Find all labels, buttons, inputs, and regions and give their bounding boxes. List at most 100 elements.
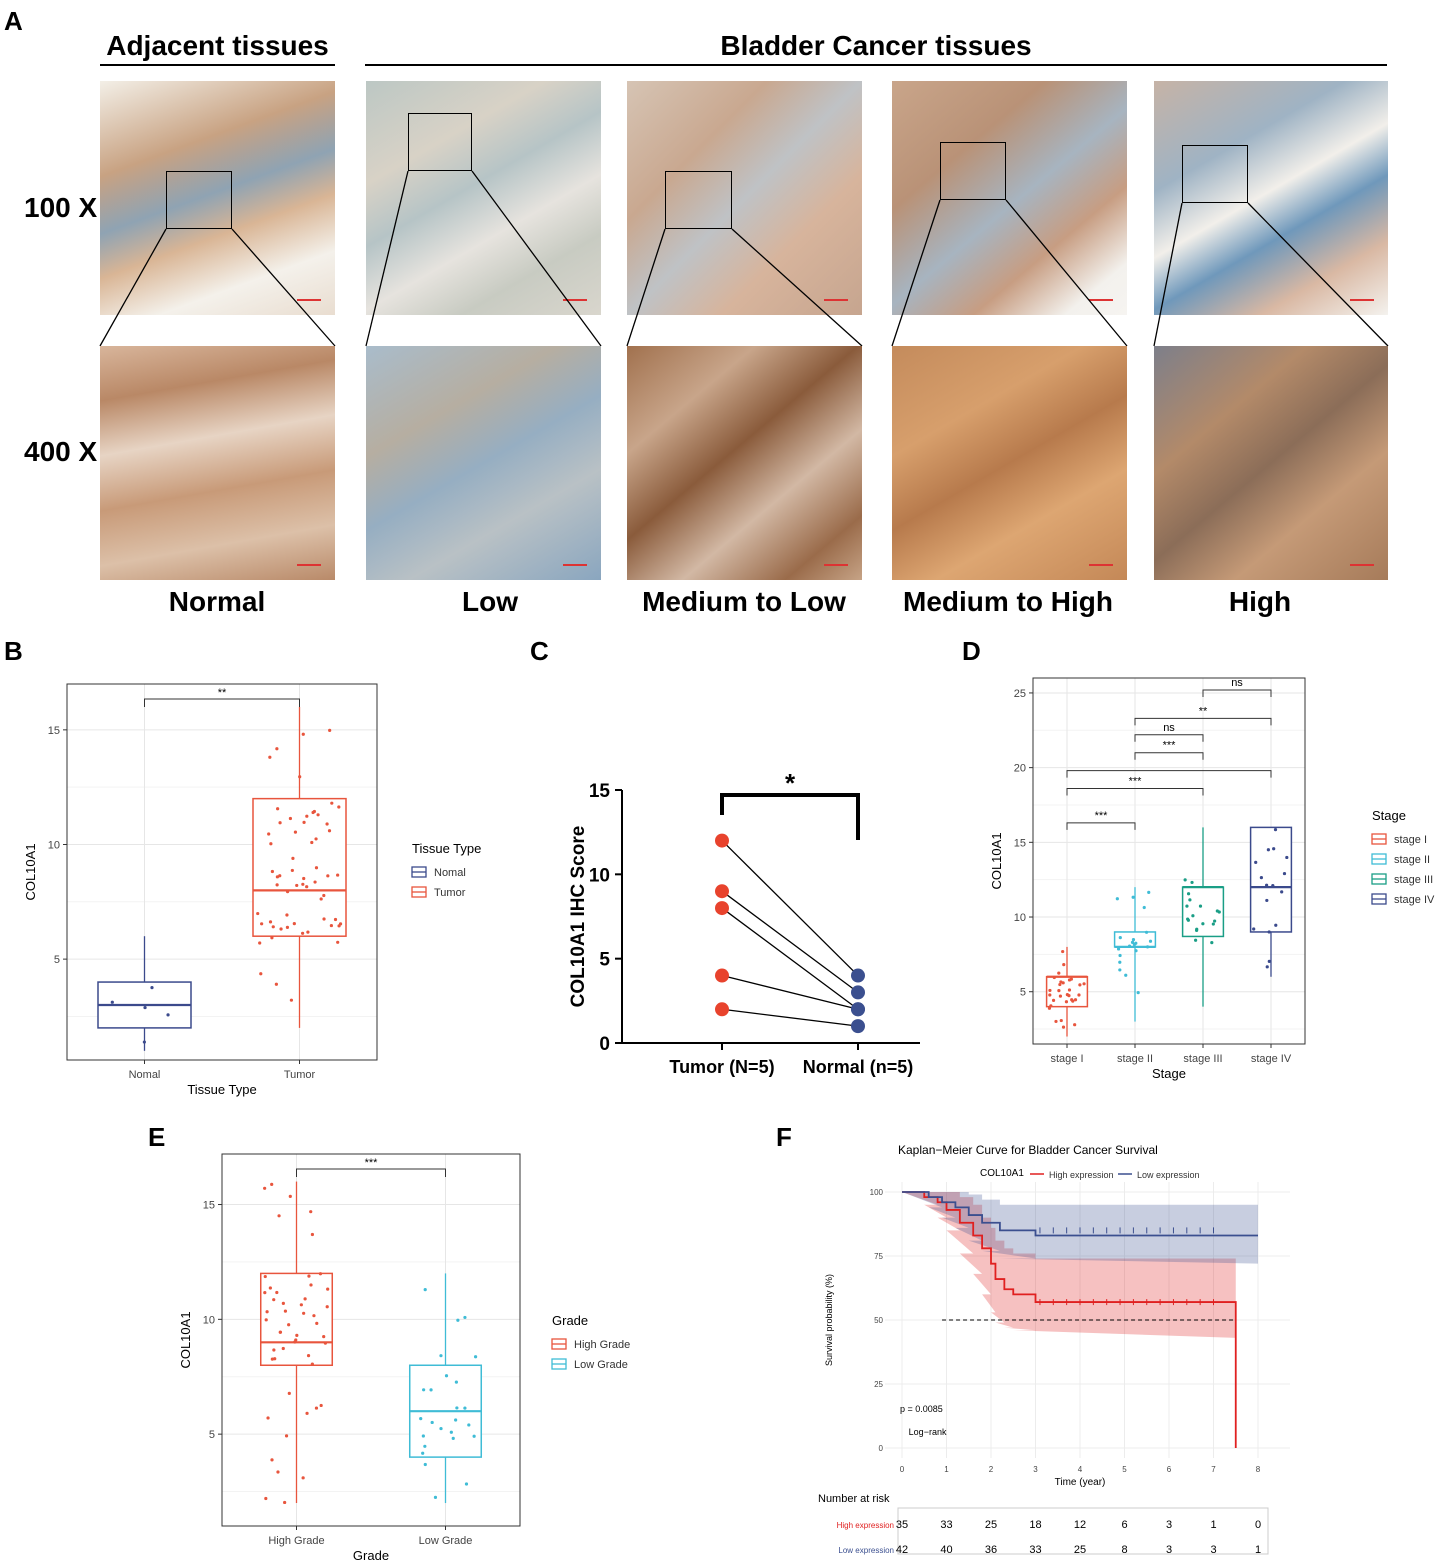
y-tick-label: 20: [1014, 763, 1026, 775]
y-tick-label: 0: [879, 1444, 884, 1453]
data-point: [278, 1330, 282, 1334]
comparison-label: ***: [1163, 740, 1177, 752]
comparison-bracket: [1134, 717, 1272, 726]
tumor-point: [715, 833, 729, 848]
data-point: [310, 840, 314, 845]
survival-curve: [902, 1191, 1237, 1448]
data-point: [1078, 983, 1082, 987]
survival-curve: [902, 1191, 1258, 1237]
data-point: [444, 1374, 449, 1378]
data-point: [423, 1444, 427, 1448]
magnification-label-100x: 100 X: [24, 192, 98, 223]
panel-letter-a: A: [4, 6, 23, 36]
data-point: [316, 813, 320, 817]
pair-line: [721, 1008, 859, 1027]
data-point: [330, 801, 334, 805]
x-axis-label: Tissue Type: [187, 1082, 256, 1097]
data-point: [463, 1315, 467, 1320]
data-point: [1059, 980, 1063, 984]
comparison-label: ***: [1095, 810, 1109, 822]
data-point: [328, 728, 332, 733]
risk-value: 3: [1166, 1519, 1172, 1531]
data-point: [1185, 904, 1189, 908]
data-point: [1069, 977, 1073, 981]
data-point: [263, 1186, 267, 1190]
legend-label: Nomal: [434, 867, 466, 879]
data-point: [1145, 945, 1150, 949]
risk-value: 1: [1255, 1544, 1261, 1556]
caption-medium-to-high: Medium to High: [903, 586, 1113, 617]
y-tick-label: 10: [589, 865, 610, 886]
tumor-point: [715, 901, 729, 916]
data-point: [421, 1434, 425, 1438]
normal-point: [851, 968, 865, 983]
data-point: [1067, 988, 1072, 992]
data-point: [1282, 871, 1287, 876]
risk-value: 3: [1210, 1544, 1216, 1556]
data-point: [336, 873, 340, 877]
box: [1249, 826, 1293, 933]
legend-label: stage II: [1394, 854, 1430, 866]
data-point: [1191, 914, 1195, 918]
data-point: [301, 882, 305, 886]
y-tick-label: 15: [589, 781, 611, 802]
x-axis-label: Stage: [1152, 1066, 1186, 1081]
pair-line: [721, 974, 859, 1010]
data-point: [260, 922, 264, 926]
data-point: [1118, 953, 1122, 958]
y-tick-label: 25: [874, 1380, 883, 1389]
x-tick-label: 8: [1256, 1465, 1261, 1474]
data-point: [1057, 971, 1061, 975]
pair-line: [721, 840, 859, 976]
panel-letter-e: E: [148, 1122, 166, 1152]
data-point: [333, 917, 338, 922]
data-point: [1061, 949, 1065, 954]
y-tick-label: 15: [203, 1200, 215, 1212]
micrograph-normal-400x: [100, 346, 335, 580]
caption-normal: Normal: [168, 586, 266, 617]
x-tick-label: Nomal: [129, 1069, 161, 1081]
data-point: [1267, 959, 1271, 963]
x-tick-label: 7: [1211, 1465, 1216, 1474]
y-axis-label: COL10A1: [989, 832, 1004, 889]
chart-e-grade-boxplot: 5 10 15 High Grade Low Grade Grade COL10A1 *** G…: [178, 1153, 630, 1560]
risk-row-label: Low expression: [838, 1546, 894, 1555]
data-point: [293, 830, 298, 834]
data-point: [455, 1406, 459, 1410]
data-point: [283, 1309, 288, 1313]
significance-label: ***: [365, 1157, 379, 1169]
data-point: [295, 1333, 299, 1337]
data-point: [1048, 993, 1052, 997]
data-point: [1144, 930, 1149, 934]
scale-bar: [824, 299, 848, 301]
panel-letter-f: F: [776, 1122, 792, 1152]
data-point: [1059, 1018, 1063, 1023]
data-point: [1062, 962, 1066, 967]
tumor-point: [715, 968, 729, 983]
normal-point: [851, 1019, 865, 1034]
legend-label: stage I: [1394, 834, 1427, 846]
y-tick-label: 10: [48, 839, 60, 851]
data-point: [454, 1380, 458, 1384]
y-tick-label: 15: [1014, 837, 1026, 849]
micrograph-low-400x: [366, 346, 601, 580]
legend-label: High Grade: [574, 1339, 630, 1351]
data-point: [285, 913, 289, 917]
data-point: [142, 1040, 146, 1044]
data-point: [298, 775, 302, 779]
panel-letter-c: C: [530, 636, 549, 666]
data-point: [1061, 1025, 1066, 1029]
data-point: [150, 986, 154, 990]
data-point: [271, 925, 275, 929]
data-point: [422, 1388, 426, 1392]
x-tick-label: 2: [989, 1465, 994, 1474]
data-point: [1273, 828, 1278, 832]
data-point: [284, 1434, 289, 1438]
risk-value: 36: [985, 1544, 997, 1556]
x-tick-label: 3: [1033, 1465, 1038, 1474]
significance-bracket: [144, 698, 300, 707]
comparison-bracket: [1134, 752, 1204, 760]
y-axis-label: COL10A1: [178, 1311, 193, 1368]
significance-bracket: [720, 793, 860, 840]
data-point: [270, 1357, 274, 1361]
